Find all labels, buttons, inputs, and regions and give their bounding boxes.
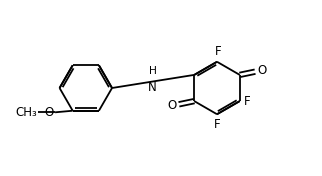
Text: O: O: [167, 99, 177, 112]
Text: O: O: [44, 106, 53, 119]
Text: N: N: [148, 81, 157, 94]
Text: O: O: [257, 64, 267, 77]
Text: F: F: [214, 118, 220, 131]
Text: H: H: [149, 66, 157, 76]
Text: F: F: [244, 95, 251, 108]
Text: F: F: [215, 45, 222, 58]
Text: CH₃: CH₃: [15, 106, 37, 119]
